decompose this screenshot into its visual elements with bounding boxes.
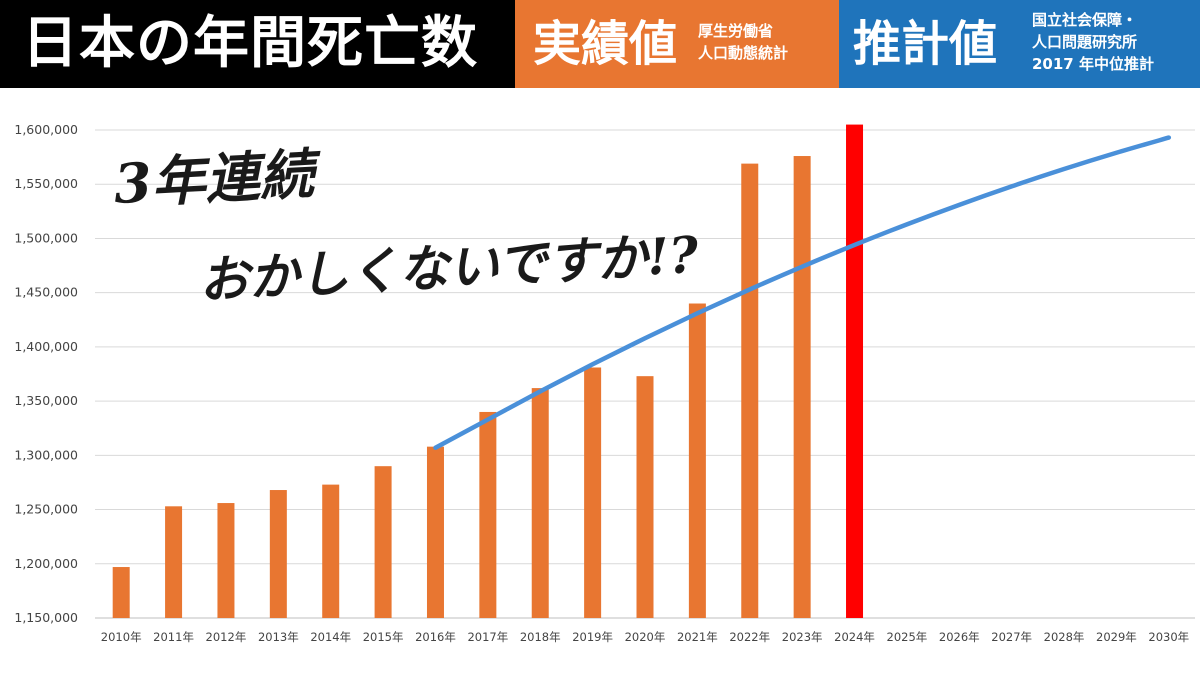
projection-source-line: 2017 年中位推計 xyxy=(1032,55,1154,73)
projection-line xyxy=(433,135,1172,450)
x-tick-label: 2015年 xyxy=(363,630,404,644)
y-tick-label: 1,400,000 xyxy=(14,339,78,354)
projection-source: 国立社会保障・ 人口問題研究所 2017 年中位推計 xyxy=(1032,9,1154,75)
title-block: 日本の年間死亡数 xyxy=(0,0,515,88)
x-tick-label: 2029年 xyxy=(1096,630,1137,644)
annotation-line-1: 3年連続 xyxy=(112,141,324,216)
x-tick-label: 2018年 xyxy=(520,630,561,644)
x-tick-label: 2017年 xyxy=(467,630,508,644)
bar-highlight xyxy=(846,124,864,619)
y-tick-label: 1,550,000 xyxy=(14,176,78,191)
page-title: 日本の年間死亡数 xyxy=(22,11,478,76)
actual-source-line: 人口動態統計 xyxy=(698,44,789,62)
actual-label: 実績値 xyxy=(533,16,678,72)
x-tick-label: 2028年 xyxy=(1044,630,1085,644)
projection-label: 推計値 xyxy=(853,16,998,72)
bar xyxy=(584,367,602,618)
projection-line-path xyxy=(433,135,1172,450)
bar xyxy=(374,466,392,618)
projection-source-line: 国立社会保障・ xyxy=(1032,11,1138,29)
y-tick-label: 1,350,000 xyxy=(14,393,78,408)
actual-source: 厚生労働省 人口動態統計 xyxy=(698,20,788,64)
bar xyxy=(426,446,444,618)
x-tick-label: 2010年 xyxy=(101,630,142,644)
bar xyxy=(636,376,654,618)
x-tick-label: 2026年 xyxy=(939,630,980,644)
x-tick-label: 2012年 xyxy=(206,630,247,644)
annotation-line-2: おかしくないですか!? xyxy=(198,225,701,310)
bar xyxy=(217,503,235,618)
bar xyxy=(322,484,340,618)
x-tick-label: 2027年 xyxy=(991,630,1032,644)
bar xyxy=(741,163,759,618)
x-tick-label: 2011年 xyxy=(153,630,194,644)
x-tick-label: 2020年 xyxy=(625,630,666,644)
actual-source-line: 厚生労働省 xyxy=(698,22,774,40)
y-tick-label: 1,500,000 xyxy=(14,230,78,245)
x-tick-label: 2030年 xyxy=(1148,630,1189,644)
y-tick-label: 1,200,000 xyxy=(14,556,78,571)
bar xyxy=(165,506,183,618)
x-tick-label: 2024年 xyxy=(834,630,875,644)
bar xyxy=(688,303,706,618)
projection-source-line: 人口問題研究所 xyxy=(1032,33,1138,51)
y-tick-label: 1,450,000 xyxy=(14,285,78,300)
x-tick-label: 2014年 xyxy=(310,630,351,644)
bar xyxy=(269,490,287,618)
x-tick-label: 2016年 xyxy=(415,630,456,644)
bar xyxy=(531,388,549,618)
x-tick-label: 2021年 xyxy=(677,630,718,644)
bar xyxy=(112,567,130,618)
y-axis: 1,150,000 1,200,000 1,250,000 1,300,000 1,35… xyxy=(14,122,78,625)
y-tick-label: 1,150,000 xyxy=(14,610,78,625)
x-tick-label: 2022年 xyxy=(729,630,770,644)
x-axis: 2010年 2011年 2012年 2013年 2014年 2015年 2016年 2017年… xyxy=(95,617,1195,644)
projection-legend-block: 推計値 国立社会保障・ 人口問題研究所 2017 年中位推計 xyxy=(839,0,1200,88)
x-tick-label: 2019年 xyxy=(572,630,613,644)
y-tick-label: 1,250,000 xyxy=(14,502,78,517)
x-tick-label: 2023年 xyxy=(782,630,823,644)
x-tick-label: 2025年 xyxy=(887,630,928,644)
header-banner: 日本の年間死亡数 実績値 厚生労働省 人口動態統計 推計値 国立社会保障・ 人口… xyxy=(0,0,1200,88)
deaths-chart: 1,150,000 1,200,000 1,250,000 1,300,000 1,35… xyxy=(14,122,1195,644)
y-tick-label: 1,600,000 xyxy=(14,122,78,137)
bar-series xyxy=(112,124,864,619)
actual-legend-block: 実績値 厚生労働省 人口動態統計 xyxy=(515,0,839,88)
annotation: 3年連続 おかしくないですか!? xyxy=(112,141,700,310)
bar xyxy=(793,156,811,618)
x-tick-label: 2013年 xyxy=(258,630,299,644)
y-tick-label: 1,300,000 xyxy=(14,447,78,462)
bar xyxy=(479,411,497,618)
